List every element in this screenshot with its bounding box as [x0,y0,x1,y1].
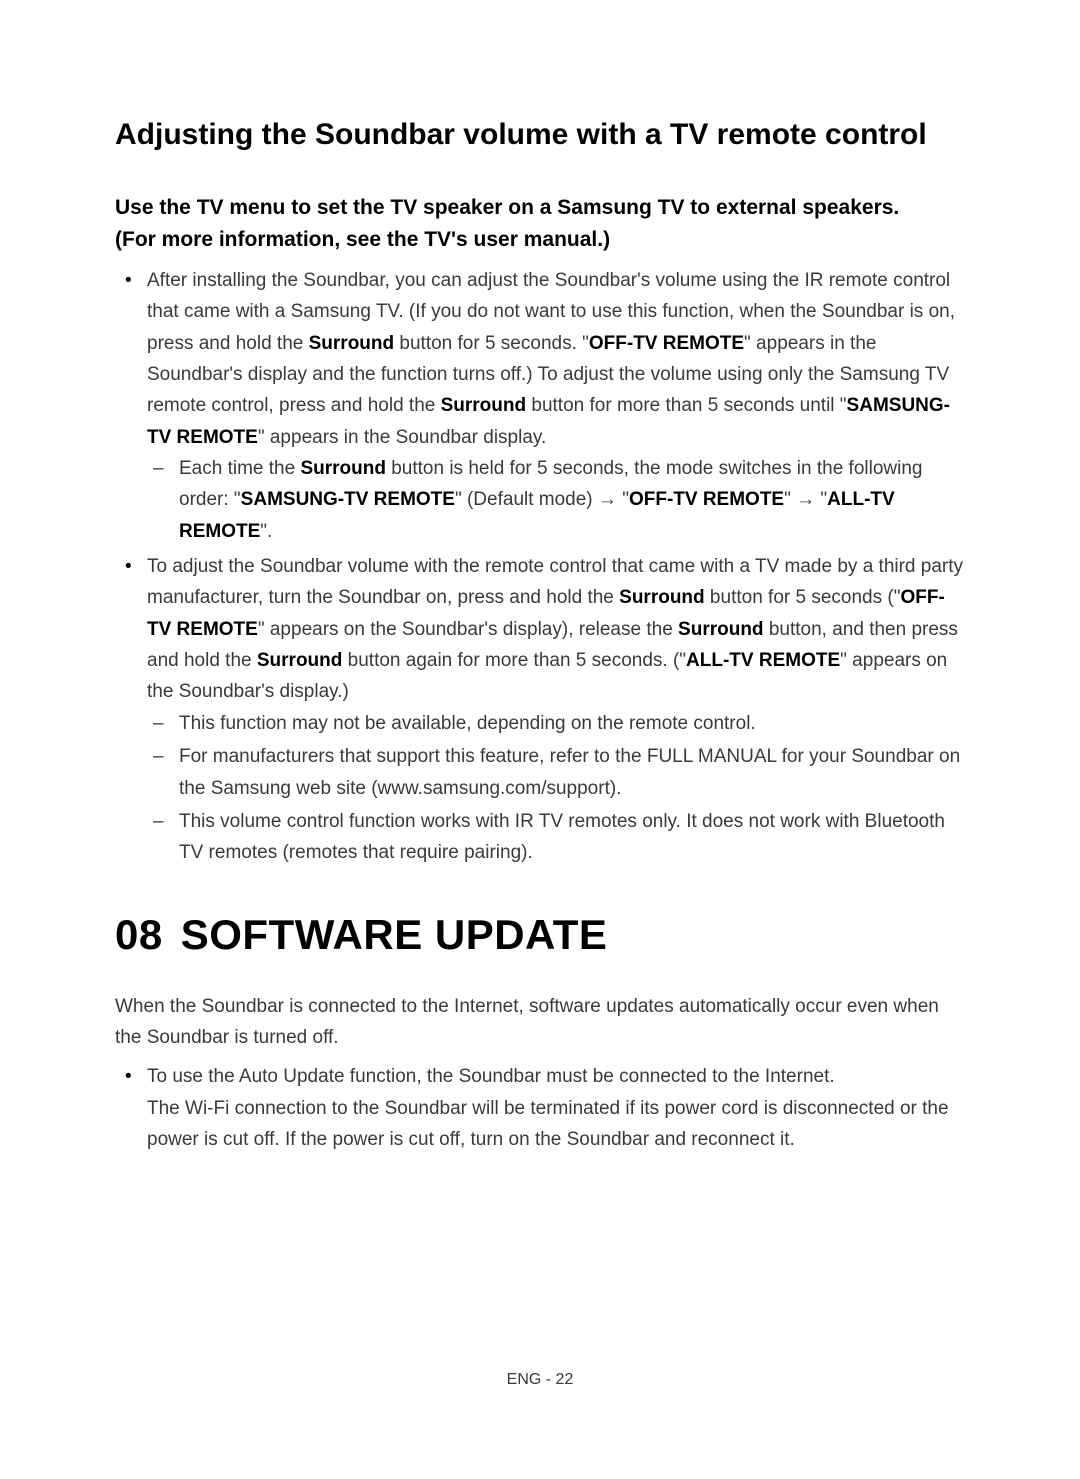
text-run: " appears on the Soundbar's display), re… [258,619,678,640]
page-footer: ENG - 22 [0,1371,1080,1389]
list-item: Each time the Surround button is held fo… [179,453,965,547]
list-item: After installing the Soundbar, you can a… [147,265,965,547]
text-run: button again for more than 5 seconds. (" [342,650,686,671]
text-run: " → " [784,489,827,510]
section-heading: Adjusting the Soundbar volume with a TV … [115,115,965,154]
bold-text: OFF-TV REMOTE [629,489,784,510]
instruction-list: After installing the Soundbar, you can a… [115,265,965,869]
text-run: button for more than 5 seconds until " [526,395,846,416]
chapter-heading: 08 SOFTWARE UPDATE [115,911,965,959]
text-run: Each time the [179,458,300,479]
subsection-heading: Use the TV menu to set the TV speaker on… [115,192,965,255]
bold-text: SAMSUNG-TV REMOTE [241,489,455,510]
bold-text: Surround [441,395,527,416]
subsection-line-1: Use the TV menu to set the TV speaker on… [115,196,899,219]
bold-text: Surround [300,458,386,479]
list-item: To use the Auto Update function, the Sou… [147,1061,965,1155]
text-run: " (Default mode) → " [455,489,629,510]
subsection-line-2: (For more information, see the TV's user… [115,228,610,251]
list-item: This volume control function works with … [179,806,965,869]
list-item: For manufacturers that support this feat… [179,741,965,804]
bold-text: ALL-TV REMOTE [686,650,840,671]
text-run: " appears in the Soundbar display. [258,427,546,448]
sub-list: This function may not be available, depe… [147,708,965,869]
bold-text: Surround [619,587,705,608]
instruction-list: To use the Auto Update function, the Sou… [115,1061,965,1155]
list-item: To adjust the Soundbar volume with the r… [147,551,965,868]
bold-text: OFF-TV REMOTE [589,333,744,354]
sub-list: Each time the Surround button is held fo… [147,453,965,547]
text-run: To use the Auto Update function, the Sou… [147,1066,835,1087]
bold-text: Surround [309,333,395,354]
text-run: button for 5 seconds. " [394,333,589,354]
bold-text: Surround [678,619,764,640]
paragraph: When the Soundbar is connected to the In… [115,991,965,1054]
text-run: ". [260,521,272,542]
chapter-number: 08 [115,911,163,959]
bold-text: Surround [257,650,343,671]
list-item: This function may not be available, depe… [179,708,965,739]
chapter-title: SOFTWARE UPDATE [181,911,608,958]
text-run: button for 5 seconds (" [705,587,901,608]
text-run: The Wi-Fi connection to the Soundbar wil… [147,1098,949,1150]
